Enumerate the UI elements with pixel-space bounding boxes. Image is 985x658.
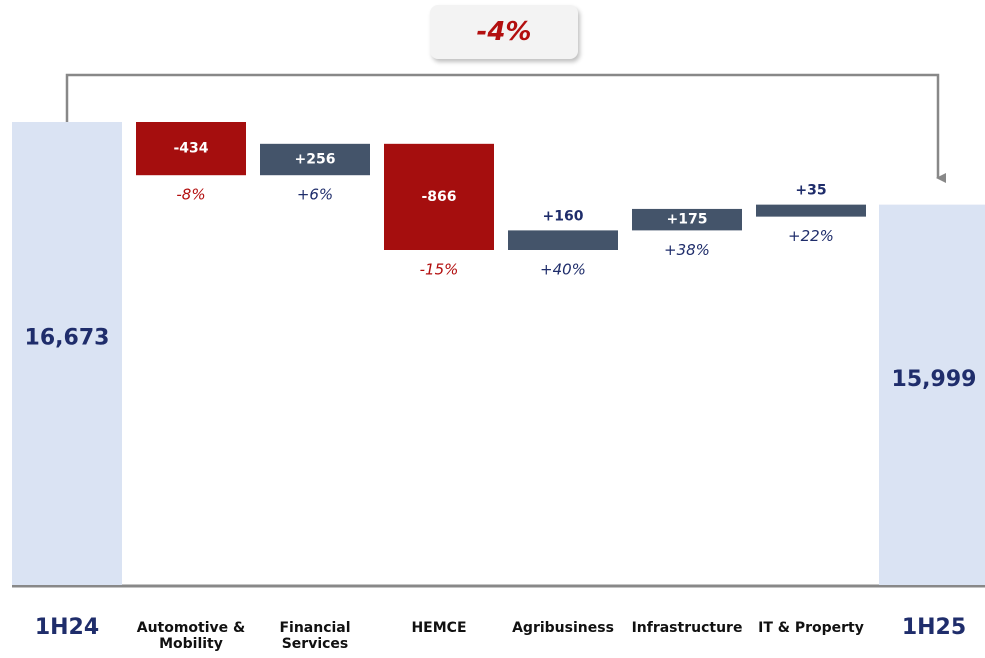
value-label: +35 xyxy=(795,183,826,199)
change-label: -15% xyxy=(420,261,459,279)
category-label: Agribusiness xyxy=(512,620,614,636)
value-label: +175 xyxy=(667,212,708,228)
value-label: -866 xyxy=(421,189,456,205)
category-label: Financial Services xyxy=(279,620,351,652)
category-label: 1H24 xyxy=(34,615,100,640)
total-bar xyxy=(879,204,985,585)
category-label: Infrastructure xyxy=(631,620,743,636)
change-label: +38% xyxy=(664,241,710,259)
change-annotation: -4% xyxy=(430,5,578,59)
change-label: +6% xyxy=(297,186,333,204)
delta-bar xyxy=(632,208,742,231)
category-label: HEMCE xyxy=(411,620,467,636)
delta-bar xyxy=(136,122,246,176)
value-label: 15,999 xyxy=(892,367,977,392)
change-label: +22% xyxy=(788,227,834,245)
delta-bar xyxy=(384,143,494,250)
category-label: IT & Property xyxy=(758,620,864,636)
connector xyxy=(65,73,946,183)
change-label: -8% xyxy=(176,186,205,204)
total-bar xyxy=(12,122,122,585)
value-label: -434 xyxy=(173,141,208,157)
category-label: 1H25 xyxy=(901,615,967,640)
change-label: +40% xyxy=(540,261,586,279)
value-label: +160 xyxy=(543,208,584,224)
category-label: Automotive & Mobility xyxy=(136,620,246,652)
delta-bar xyxy=(508,230,618,250)
delta-bar xyxy=(756,204,866,217)
delta-bar xyxy=(260,143,370,176)
value-label: +256 xyxy=(295,152,336,168)
value-label: 16,673 xyxy=(25,326,110,351)
